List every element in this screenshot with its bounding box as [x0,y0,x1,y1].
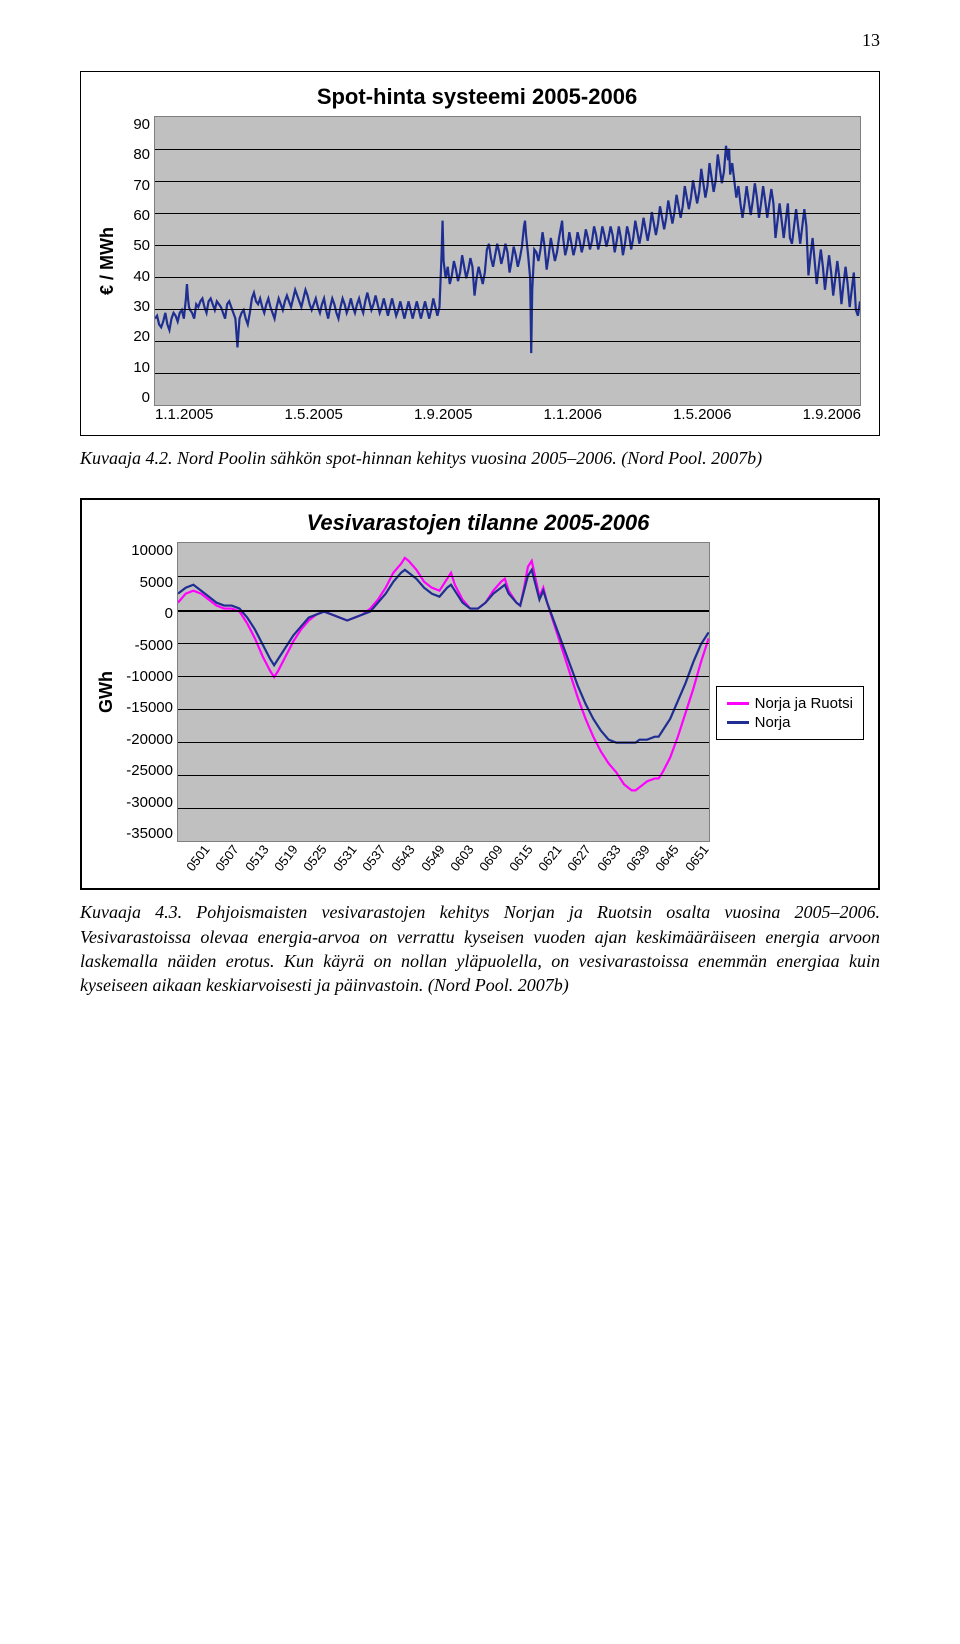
y-tick: -15000 [121,699,173,716]
chart2-y-label: GWh [92,542,121,842]
reservoir-chart: Vesivarastojen tilanne 2005-2006 GWh 100… [80,498,880,890]
y-tick: -20000 [121,731,173,748]
x-tick: 0531 [330,842,360,874]
y-tick: -30000 [121,794,173,811]
chart1-y-ticks: 90 80 70 60 50 40 30 20 10 0 [122,116,154,406]
caption-2-prefix: Kuvaaja 4.3. [80,902,182,922]
y-tick: 40 [122,268,150,285]
x-tick: 0543 [388,842,418,874]
grid-line [155,277,860,278]
x-tick: 0615 [506,842,536,874]
grid-line [178,775,709,776]
spot-price-chart: Spot-hinta systeemi 2005-2006 € / MWh 90… [80,71,880,436]
grid-line [178,576,709,577]
caption-1: Kuvaaja 4.2. Nord Poolin sähkön spot-hin… [80,446,880,470]
x-tick: 1.5.2006 [673,406,731,423]
x-tick: 0627 [564,842,594,874]
grid-line [155,341,860,342]
y-tick: 70 [122,177,150,194]
chart2-y-ticks: 10000 5000 0 -5000 -10000 -15000 -20000 -25000 -… [121,542,177,842]
y-tick: -35000 [121,825,173,842]
grid-line [178,676,709,677]
x-tick: 0645 [652,842,682,874]
chart2-plot-area [177,542,710,842]
x-tick: 1.9.2005 [414,406,472,423]
x-tick: 0621 [535,842,565,874]
grid-line [155,181,860,182]
y-tick: 30 [122,298,150,315]
page: 13 Spot-hinta systeemi 2005-2006 € / MWh… [0,0,960,1055]
y-tick: -5000 [121,637,173,654]
chart2-legend: Norja ja Ruotsi Norja [716,686,864,740]
x-tick: 0507 [212,842,242,874]
legend-label: Norja [755,714,791,731]
chart1-y-label: € / MWh [93,116,122,406]
x-tick: 0549 [418,842,448,874]
caption-1-rest: Nord Poolin sähkön spot-hinnan kehitys v… [173,448,763,468]
y-tick: 10000 [121,542,173,559]
grid-line [155,309,860,310]
legend-label: Norja ja Ruotsi [755,695,853,712]
grid-line [178,709,709,710]
grid-line [155,373,860,374]
y-tick: 0 [122,389,150,406]
grid-line [178,610,709,612]
chart1-x-ticks: 1.1.2005 1.5.2005 1.9.2005 1.1.2006 1.5.2006… [93,406,861,423]
x-tick: 0519 [271,842,301,874]
y-tick: 0 [121,605,173,622]
legend-swatch [727,702,749,705]
x-tick: 0525 [300,842,330,874]
x-tick: 0603 [447,842,477,874]
y-tick: 80 [122,146,150,163]
caption-2: Kuvaaja 4.3. Pohjoismaisten vesivarastoj… [80,900,880,997]
x-tick: 1.9.2006 [803,406,861,423]
y-tick: 60 [122,207,150,224]
x-tick: 1.1.2006 [544,406,602,423]
x-tick: 1.1.2005 [155,406,213,423]
y-tick: -25000 [121,762,173,779]
chart2-x-ticks: 0501050705130519052505310537054305490603… [92,842,710,884]
caption-2-rest: Pohjoismaisten vesivarastojen kehitys No… [80,902,880,995]
x-tick: 1.5.2005 [285,406,343,423]
y-tick: 10 [122,359,150,376]
legend-item: Norja ja Ruotsi [727,695,853,712]
y-tick: 20 [122,328,150,345]
chart1-line [155,117,860,405]
page-number: 13 [80,30,880,51]
x-tick: 0609 [476,842,506,874]
chart1-title: Spot-hinta systeemi 2005-2006 [93,84,861,110]
chart1-series-path [155,146,860,353]
y-tick: 50 [122,237,150,254]
grid-line [155,149,860,150]
chart2-lines [178,543,709,841]
x-tick: 0513 [242,842,272,874]
x-tick: 0639 [623,842,653,874]
legend-swatch [727,721,749,724]
chart2-title: Vesivarastojen tilanne 2005-2006 [92,510,864,536]
x-tick: 0633 [594,842,624,874]
grid-line [178,808,709,809]
chart1-plot-area [154,116,861,406]
x-tick: 0651 [682,842,712,874]
legend-item: Norja [727,714,853,731]
caption-1-prefix: Kuvaaja 4.2. [80,448,173,468]
y-tick: 90 [122,116,150,133]
grid-line [155,213,860,214]
y-tick: 5000 [121,574,173,591]
chart2-series-norja [178,570,709,743]
x-tick: 0501 [183,842,213,874]
x-tick: 0537 [359,842,389,874]
grid-line [178,742,709,743]
y-tick: -10000 [121,668,173,685]
grid-line [178,643,709,644]
grid-line [155,245,860,246]
